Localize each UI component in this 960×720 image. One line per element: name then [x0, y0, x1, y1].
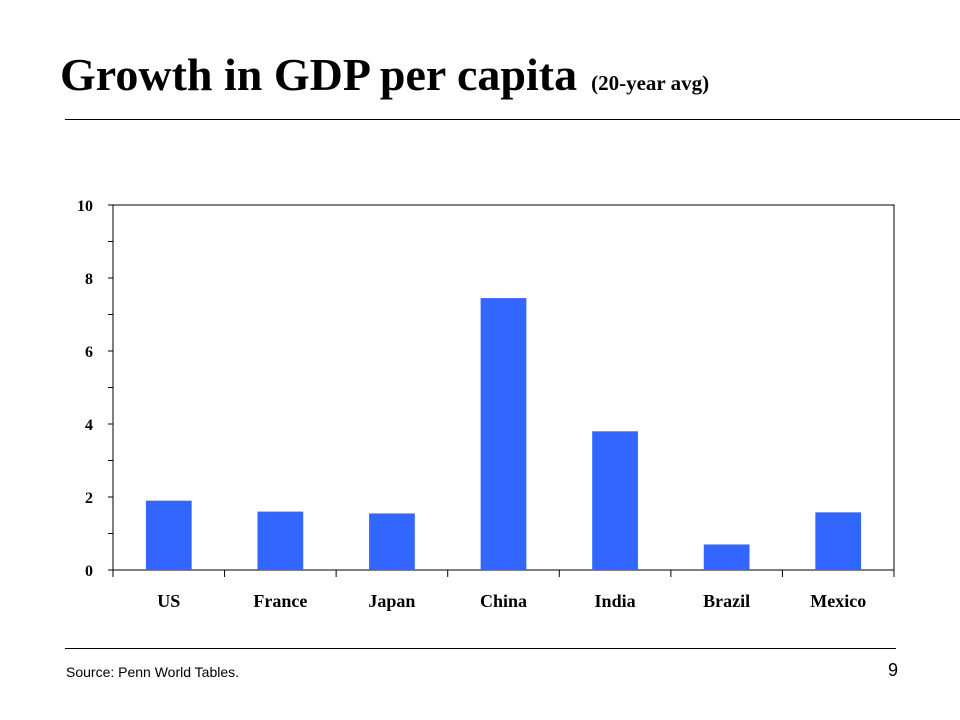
plot-area: 0 2 4 6 8 10 US France Japan China India Brazil Mexi… [77, 198, 895, 611]
y-tick-label: 0 [85, 563, 93, 580]
y-tick-label: 6 [85, 344, 93, 361]
x-category-label: China [480, 591, 527, 611]
y-tick-label: 10 [77, 198, 93, 215]
y-tick-label: 8 [85, 271, 93, 288]
x-category-label: Japan [368, 591, 415, 611]
bar-brazil [703, 544, 750, 570]
chart-subtitle: (20-year avg) [591, 71, 710, 95]
bar-india [592, 431, 638, 570]
x-category-label: US [157, 591, 180, 611]
title-divider [65, 119, 960, 120]
bar-us [145, 500, 192, 570]
bar-japan [369, 513, 415, 570]
chart-title: Growth in GDP per capita [60, 49, 578, 100]
slide-title: Growth in GDP per capita (20-year avg) [60, 48, 709, 101]
source-note: Source: Penn World Tables. [66, 664, 240, 680]
footer-divider [65, 648, 896, 649]
bar-mexico [815, 512, 862, 570]
bar-china [480, 298, 527, 570]
x-category-label: Mexico [810, 591, 866, 611]
y-tick-label: 2 [85, 490, 93, 507]
y-tick-label: 4 [85, 417, 93, 434]
x-category-label: India [595, 591, 636, 611]
page-number: 9 [888, 660, 899, 680]
bar-france [257, 511, 304, 570]
x-category-label: Brazil [703, 591, 750, 611]
x-category-label: France [253, 591, 307, 611]
